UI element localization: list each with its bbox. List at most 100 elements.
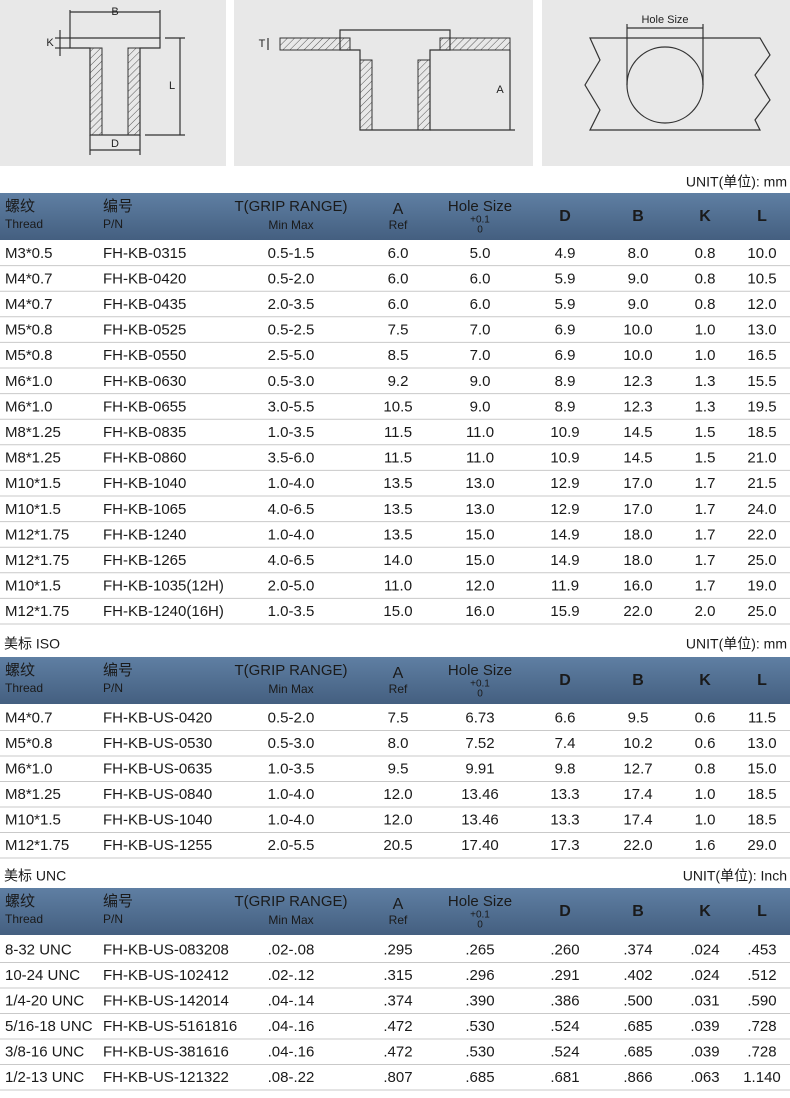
cell: 11.0 xyxy=(384,578,412,595)
cell: .685 xyxy=(623,1018,652,1035)
cell: FH-KB-0525 xyxy=(103,322,186,339)
cell: 14.5 xyxy=(623,424,652,441)
cell: 18.0 xyxy=(623,552,652,569)
cell: 6.0 xyxy=(470,270,491,287)
cell: 1.5 xyxy=(695,450,716,467)
cell: 1.0-4.0 xyxy=(268,526,315,543)
cell: 13.46 xyxy=(461,786,499,803)
header-cn: 螺纹 xyxy=(5,893,35,910)
cell: 10.0 xyxy=(623,347,652,364)
cell: 1.7 xyxy=(695,526,716,543)
cell: 21.5 xyxy=(747,475,776,492)
cell: 8.9 xyxy=(555,398,576,415)
drawing-label: B xyxy=(111,6,118,18)
cell: .590 xyxy=(747,993,776,1010)
cell: 3/8-16 UNC xyxy=(5,1044,84,1061)
section-label: 美标 ISO xyxy=(4,636,60,652)
cell: 1.3 xyxy=(695,373,716,390)
cell: 18.0 xyxy=(623,526,652,543)
header-sub: Ref xyxy=(389,682,408,696)
header-main: L xyxy=(757,672,767,689)
cell: M3*0.5 xyxy=(5,245,53,262)
cell: 1.6 xyxy=(695,837,716,854)
cell: 10.9 xyxy=(550,450,579,467)
cell: 12.0 xyxy=(383,786,412,803)
drawing-label: K xyxy=(46,37,54,49)
unit-label: UNIT(单位): Inch xyxy=(683,868,787,884)
cell: .04-.16 xyxy=(268,1044,315,1061)
cell: 1.7 xyxy=(695,501,716,518)
cell: 29.0 xyxy=(747,837,776,854)
cell: FH-KB-US-0840 xyxy=(103,786,212,803)
cell: 6.0 xyxy=(388,296,409,313)
cell: M8*1.25 xyxy=(5,424,61,441)
header-main: T(GRIP RANGE) xyxy=(234,198,347,215)
cell: 15.9 xyxy=(550,603,579,620)
cell: 14.0 xyxy=(383,552,412,569)
cell: .685 xyxy=(623,1044,652,1061)
header-cn: 螺纹 xyxy=(5,662,35,679)
cell: 22.0 xyxy=(623,603,652,620)
header-en: P/N xyxy=(103,912,123,926)
cell: FH-KB-0435 xyxy=(103,296,186,313)
header-main: K xyxy=(699,903,711,920)
cell: FH-KB-0420 xyxy=(103,270,186,287)
cell: FH-KB-0550 xyxy=(103,347,186,364)
cell: 0.8 xyxy=(695,761,716,778)
cell: FH-KB-0315 xyxy=(103,245,186,262)
cell: .02-.08 xyxy=(268,942,315,959)
cell: .472 xyxy=(383,1018,412,1035)
cell: 0.5-2.5 xyxy=(268,322,315,339)
cell: .402 xyxy=(623,967,652,984)
header-band xyxy=(0,657,790,704)
cell: 12.9 xyxy=(550,475,579,492)
cell: FH-KB-0835 xyxy=(103,424,186,441)
cell: 0.5-3.0 xyxy=(268,373,315,390)
cell: 8-32 UNC xyxy=(5,942,72,959)
header-main: B xyxy=(632,208,644,225)
cell: .866 xyxy=(623,1069,652,1086)
cell: 17.3 xyxy=(550,837,579,854)
cell: .296 xyxy=(465,967,494,984)
cell: 6.0 xyxy=(470,296,491,313)
cell: 13.5 xyxy=(383,526,412,543)
cell: FH-KB-1040 xyxy=(103,475,186,492)
cell: 5.9 xyxy=(555,270,576,287)
cell: FH-KB-0860 xyxy=(103,450,186,467)
cell: 0.5-2.0 xyxy=(268,270,315,287)
cell: 11.5 xyxy=(384,450,412,467)
cell: 17.4 xyxy=(623,786,652,803)
cell: 25.0 xyxy=(747,603,776,620)
cell: 13.0 xyxy=(747,735,776,752)
cell: 15.0 xyxy=(383,603,412,620)
drawing-label: T xyxy=(259,38,266,50)
cell: 9.2 xyxy=(388,373,409,390)
header-cn: 编号 xyxy=(103,198,133,215)
cell: .024 xyxy=(690,967,719,984)
cell: FH-KB-US-0530 xyxy=(103,735,212,752)
header-main: L xyxy=(757,208,767,225)
header-main: B xyxy=(632,903,644,920)
cell: 10.9 xyxy=(550,424,579,441)
cell: 8.9 xyxy=(555,373,576,390)
unit-label: UNIT(单位): mm xyxy=(686,636,787,652)
cell: .472 xyxy=(383,1044,412,1061)
header-main: A xyxy=(393,665,404,682)
header-tolerance: +0.1 xyxy=(470,910,490,921)
header-cn: 编号 xyxy=(103,893,133,910)
cell: 11.5 xyxy=(748,710,776,727)
cell: .295 xyxy=(383,942,412,959)
cell: 6.9 xyxy=(555,347,576,364)
cell: .685 xyxy=(465,1069,494,1086)
cell: 10-24 UNC xyxy=(5,967,80,984)
cell: 7.4 xyxy=(555,735,576,752)
header-main: Hole Size xyxy=(448,662,512,679)
cell: .530 xyxy=(465,1018,494,1035)
cell: 7.0 xyxy=(470,322,491,339)
header-main: L xyxy=(757,903,767,920)
cell: 1.3 xyxy=(695,398,716,415)
cell: 1.7 xyxy=(695,578,716,595)
cell: 2.0-5.5 xyxy=(268,837,315,854)
header-main: B xyxy=(632,672,644,689)
cell: M4*0.7 xyxy=(5,270,53,287)
